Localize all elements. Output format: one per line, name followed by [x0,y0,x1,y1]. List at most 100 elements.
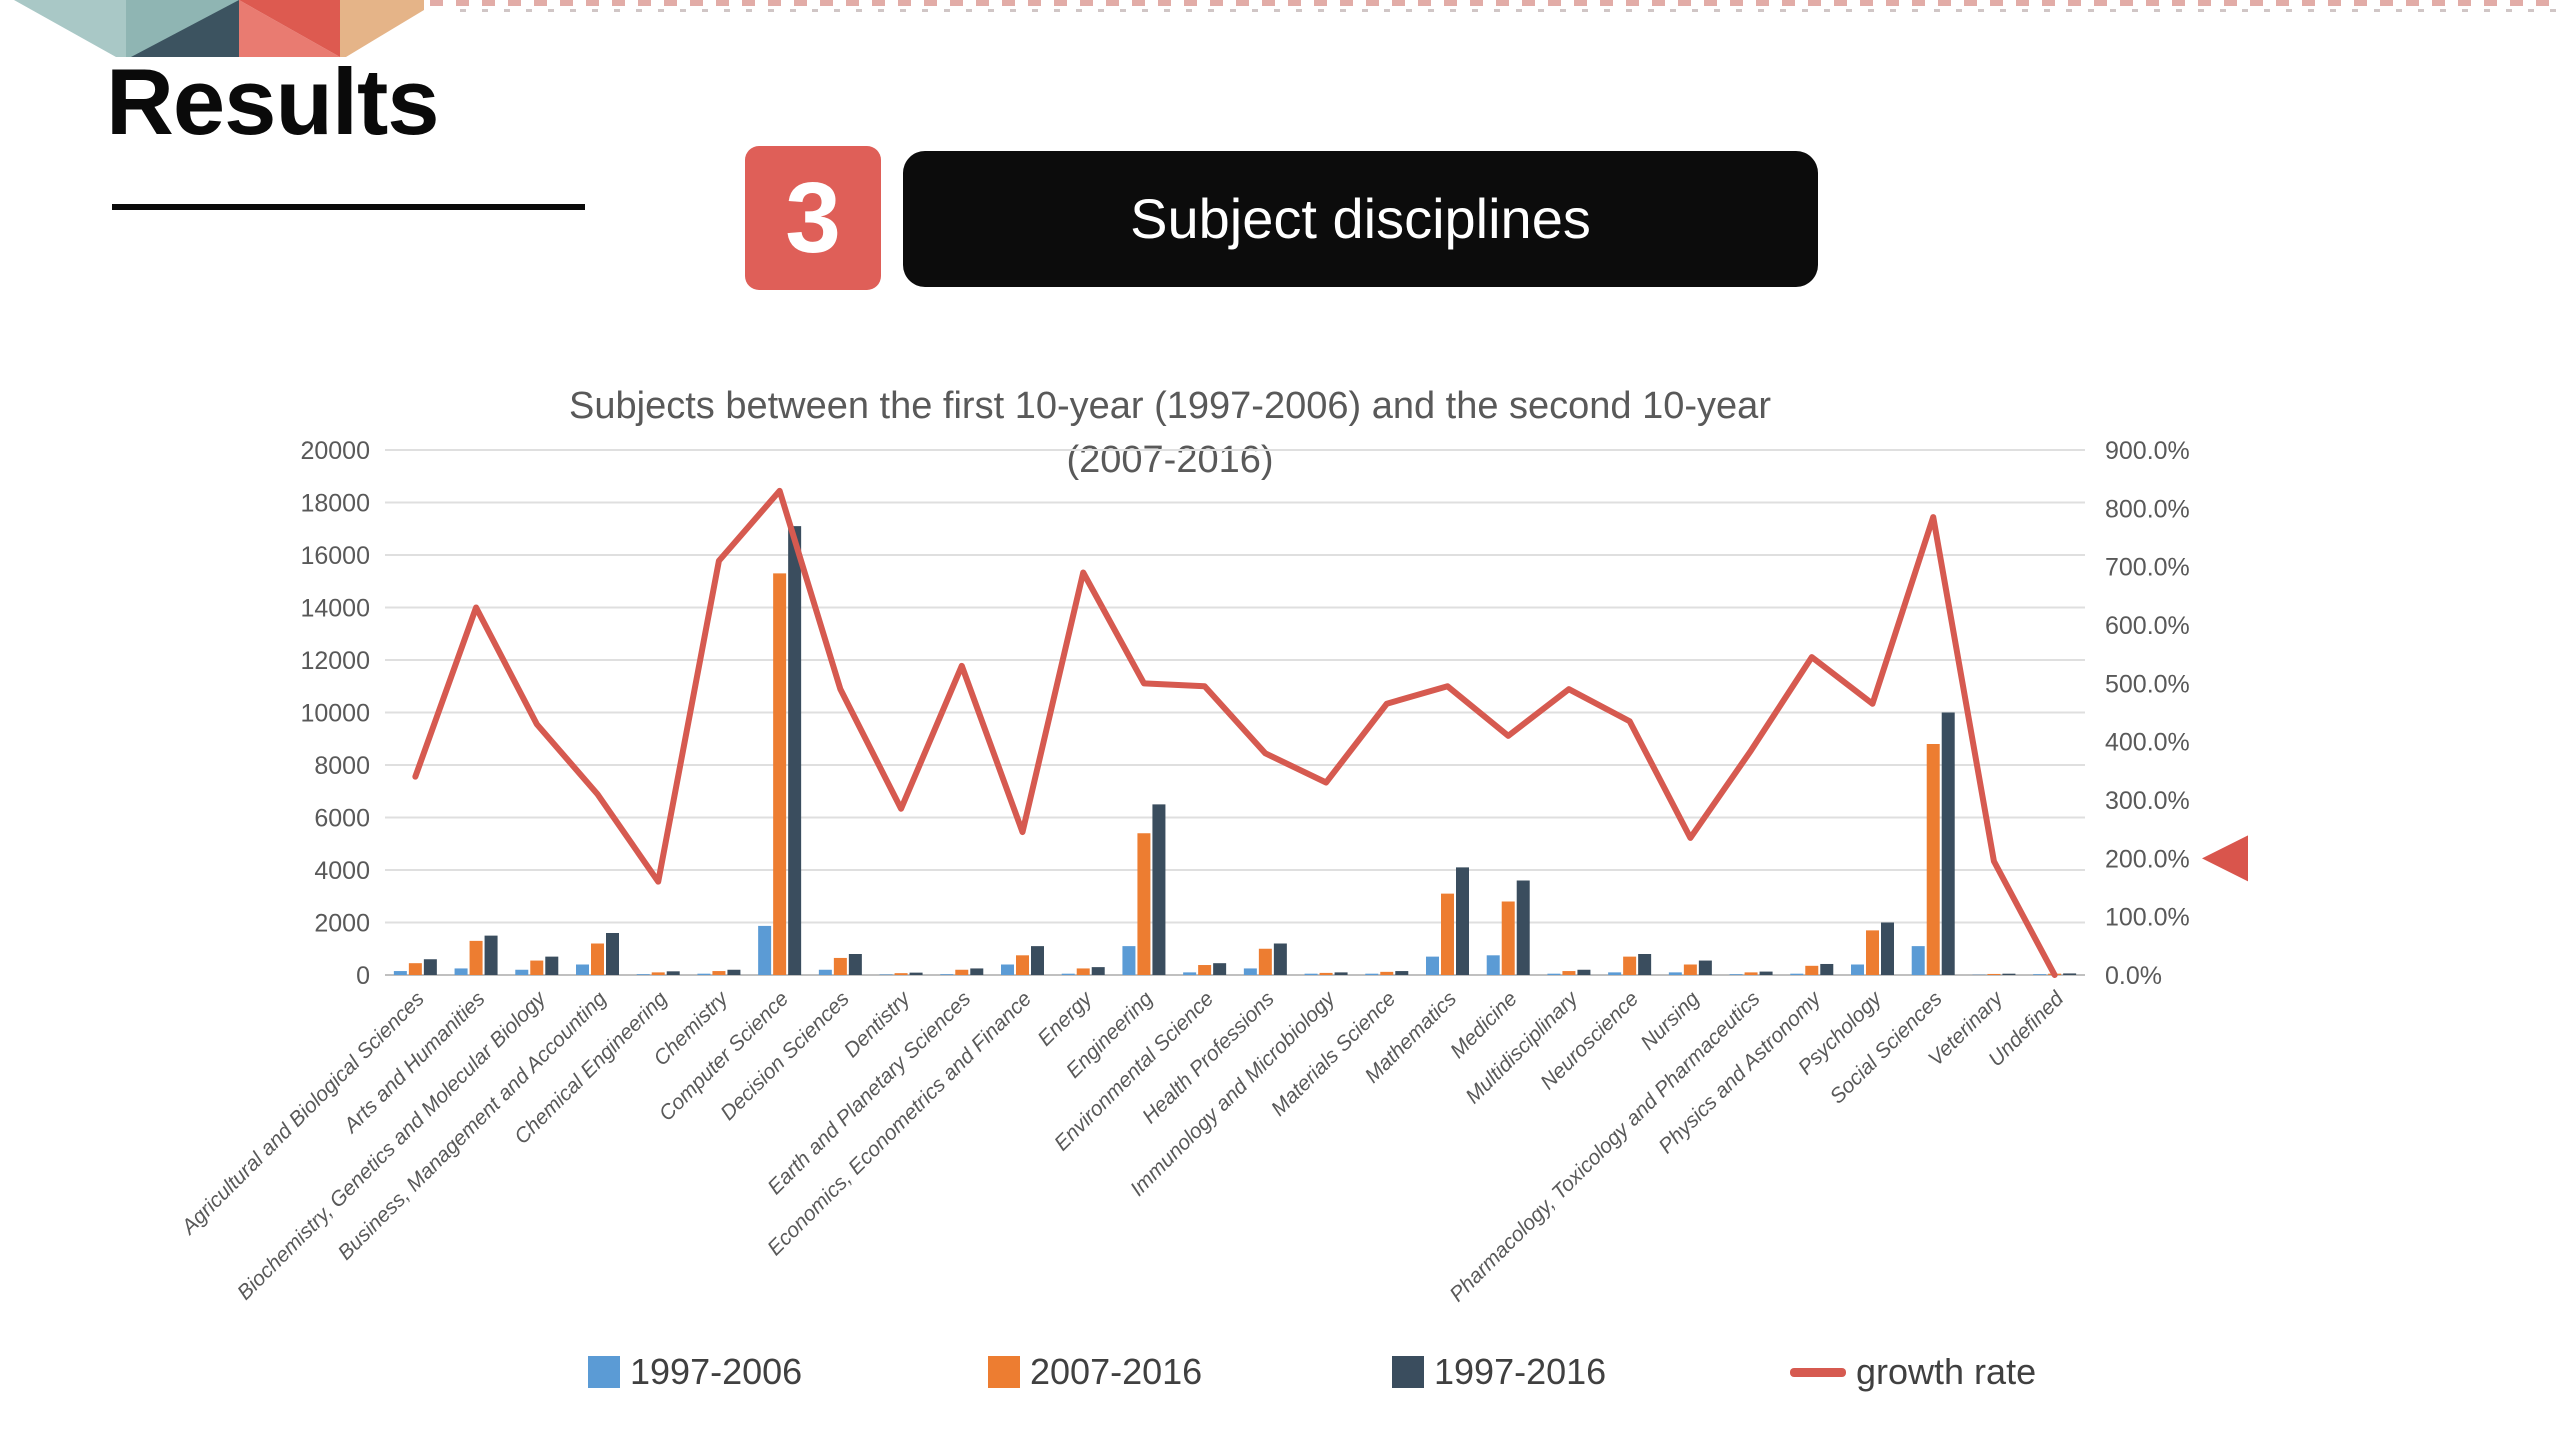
category-label: Multidisciplinary [1461,986,1583,1108]
left-axis-tick: 14000 [300,595,370,623]
bar-1997-2006 [636,974,650,975]
bar-1997-2016 [484,935,498,975]
bar-1997-2016 [1820,963,1834,975]
bar-1997-2016 [909,972,923,975]
legend-swatch-2007-2016 [988,1356,1020,1388]
bar-2007-2016 [1319,972,1333,975]
bar-2007-2016 [1016,955,1029,975]
bar-1997-2006 [818,969,832,975]
category-label: Social Sciences [1826,987,1947,1108]
bar-1997-2006 [1183,972,1197,975]
bar-2007-2016 [1441,893,1454,975]
bar-1997-2006 [2033,974,2047,975]
page-title: Results [106,49,440,154]
bar-1997-2016 [1031,946,1044,975]
bar-1997-2006 [1122,946,1136,975]
right-axis-tick: 400.0% [2105,729,2190,757]
bar-2007-2016 [1501,901,1515,975]
left-axis-tick: 2000 [314,910,370,938]
growth-rate-line [412,487,2058,978]
bar-2007-2016 [1137,833,1151,975]
bar-1997-2006 [1668,972,1682,975]
bar-2007-2016 [773,573,787,975]
bar-2007-2016 [1987,973,2001,975]
left-axis-tick: 6000 [314,805,370,833]
bar-1997-2006 [1486,955,1500,975]
section-number-badge: 3 [745,146,881,290]
bar-1997-2016 [1334,972,1348,975]
bar-2007-2016 [530,960,544,975]
left-axis-tick: 0 [356,962,370,990]
bar-2007-2016 [833,957,847,975]
bar-2007-2016 [955,969,969,975]
bar-1997-2006 [515,969,529,975]
bar-1997-2006 [454,968,468,975]
bar-2007-2016 [1623,956,1637,975]
right-axis-tick: 200.0% [2105,845,2190,873]
bar-1997-2006 [758,925,772,975]
bar-1997-2016 [2063,973,2077,975]
bar-1997-2006 [1608,972,1622,975]
bar-2007-2016 [591,943,604,975]
bar-1997-2006 [1911,946,1925,975]
bar-1997-2016 [606,933,619,975]
legend-label-1997-2006: 1997-2006 [630,1351,802,1392]
title-underline [112,204,585,210]
bar-1997-2016 [1395,971,1409,975]
bar-1997-2006 [1365,973,1379,975]
bar-1997-2006 [1790,973,1804,975]
annotation-arrow-icon [2202,835,2248,882]
bar-1997-2006 [940,974,954,975]
bar-1997-2016 [1698,960,1712,975]
bar-1997-2006 [576,964,589,975]
top-border-dots [460,9,2560,12]
bar-1997-2016 [1638,954,1652,975]
right-axis-tick: 300.0% [2105,787,2190,815]
bar-1997-2016 [970,968,984,975]
legend-swatch-1997-2006 [588,1356,620,1388]
bar-1997-2006 [1729,974,1743,975]
right-axis-tick: 600.0% [2105,612,2190,640]
legend-label-1997-2016: 1997-2016 [1434,1351,1606,1392]
bar-1997-2016 [2002,973,2016,975]
bar-1997-2006 [697,973,711,975]
bar-1997-2006 [1304,973,1318,975]
bar-1997-2016 [1941,712,1955,975]
bar-1997-2016 [1152,804,1166,975]
bar-2007-2016 [894,973,908,975]
bar-1997-2016 [1456,867,1469,975]
right-axis-tick: 0.0% [2105,962,2162,990]
right-axis-tick: 500.0% [2105,670,2190,698]
left-axis-tick: 4000 [314,857,370,885]
bar-1997-2006 [1001,964,1014,975]
legend-label-2007-2016: 2007-2016 [1030,1351,1202,1392]
bar-2007-2016 [469,940,483,975]
bar-2007-2016 [1380,971,1394,975]
left-axis-tick: 20000 [300,437,370,465]
bar-1997-2016 [1516,880,1530,975]
left-axis-tick: 12000 [300,647,370,675]
bar-2007-2016 [1926,744,1940,975]
bar-1997-2016 [1273,943,1287,975]
right-axis-tick: 100.0% [2105,904,2190,932]
legend-label-growth rate: growth rate [1856,1351,2036,1392]
bar-2007-2016 [1744,972,1758,975]
bar-2007-2016 [1866,930,1879,975]
chart-title-line1: Subjects between the first 10-year (1997… [569,385,1771,427]
bar-1997-2006 [1547,973,1561,975]
bar-1997-2016 [1213,963,1227,975]
section-title-badge: Subject disciplines [903,151,1818,287]
bar-1997-2016 [423,959,437,975]
bar-1997-2016 [1091,967,1105,975]
bar-1997-2006 [1426,956,1439,975]
bar-2007-2016 [1683,964,1697,975]
logo-triangle-red [239,0,340,57]
left-axis-tick: 18000 [300,490,370,518]
bar-2007-2016 [1198,965,1212,975]
bar-1997-2016 [666,971,680,975]
logo-triangle-slate [131,0,239,57]
right-axis-tick: 800.0% [2105,495,2190,523]
logo-triangle-teal-light [14,0,126,57]
bar-1997-2006 [1243,968,1257,975]
